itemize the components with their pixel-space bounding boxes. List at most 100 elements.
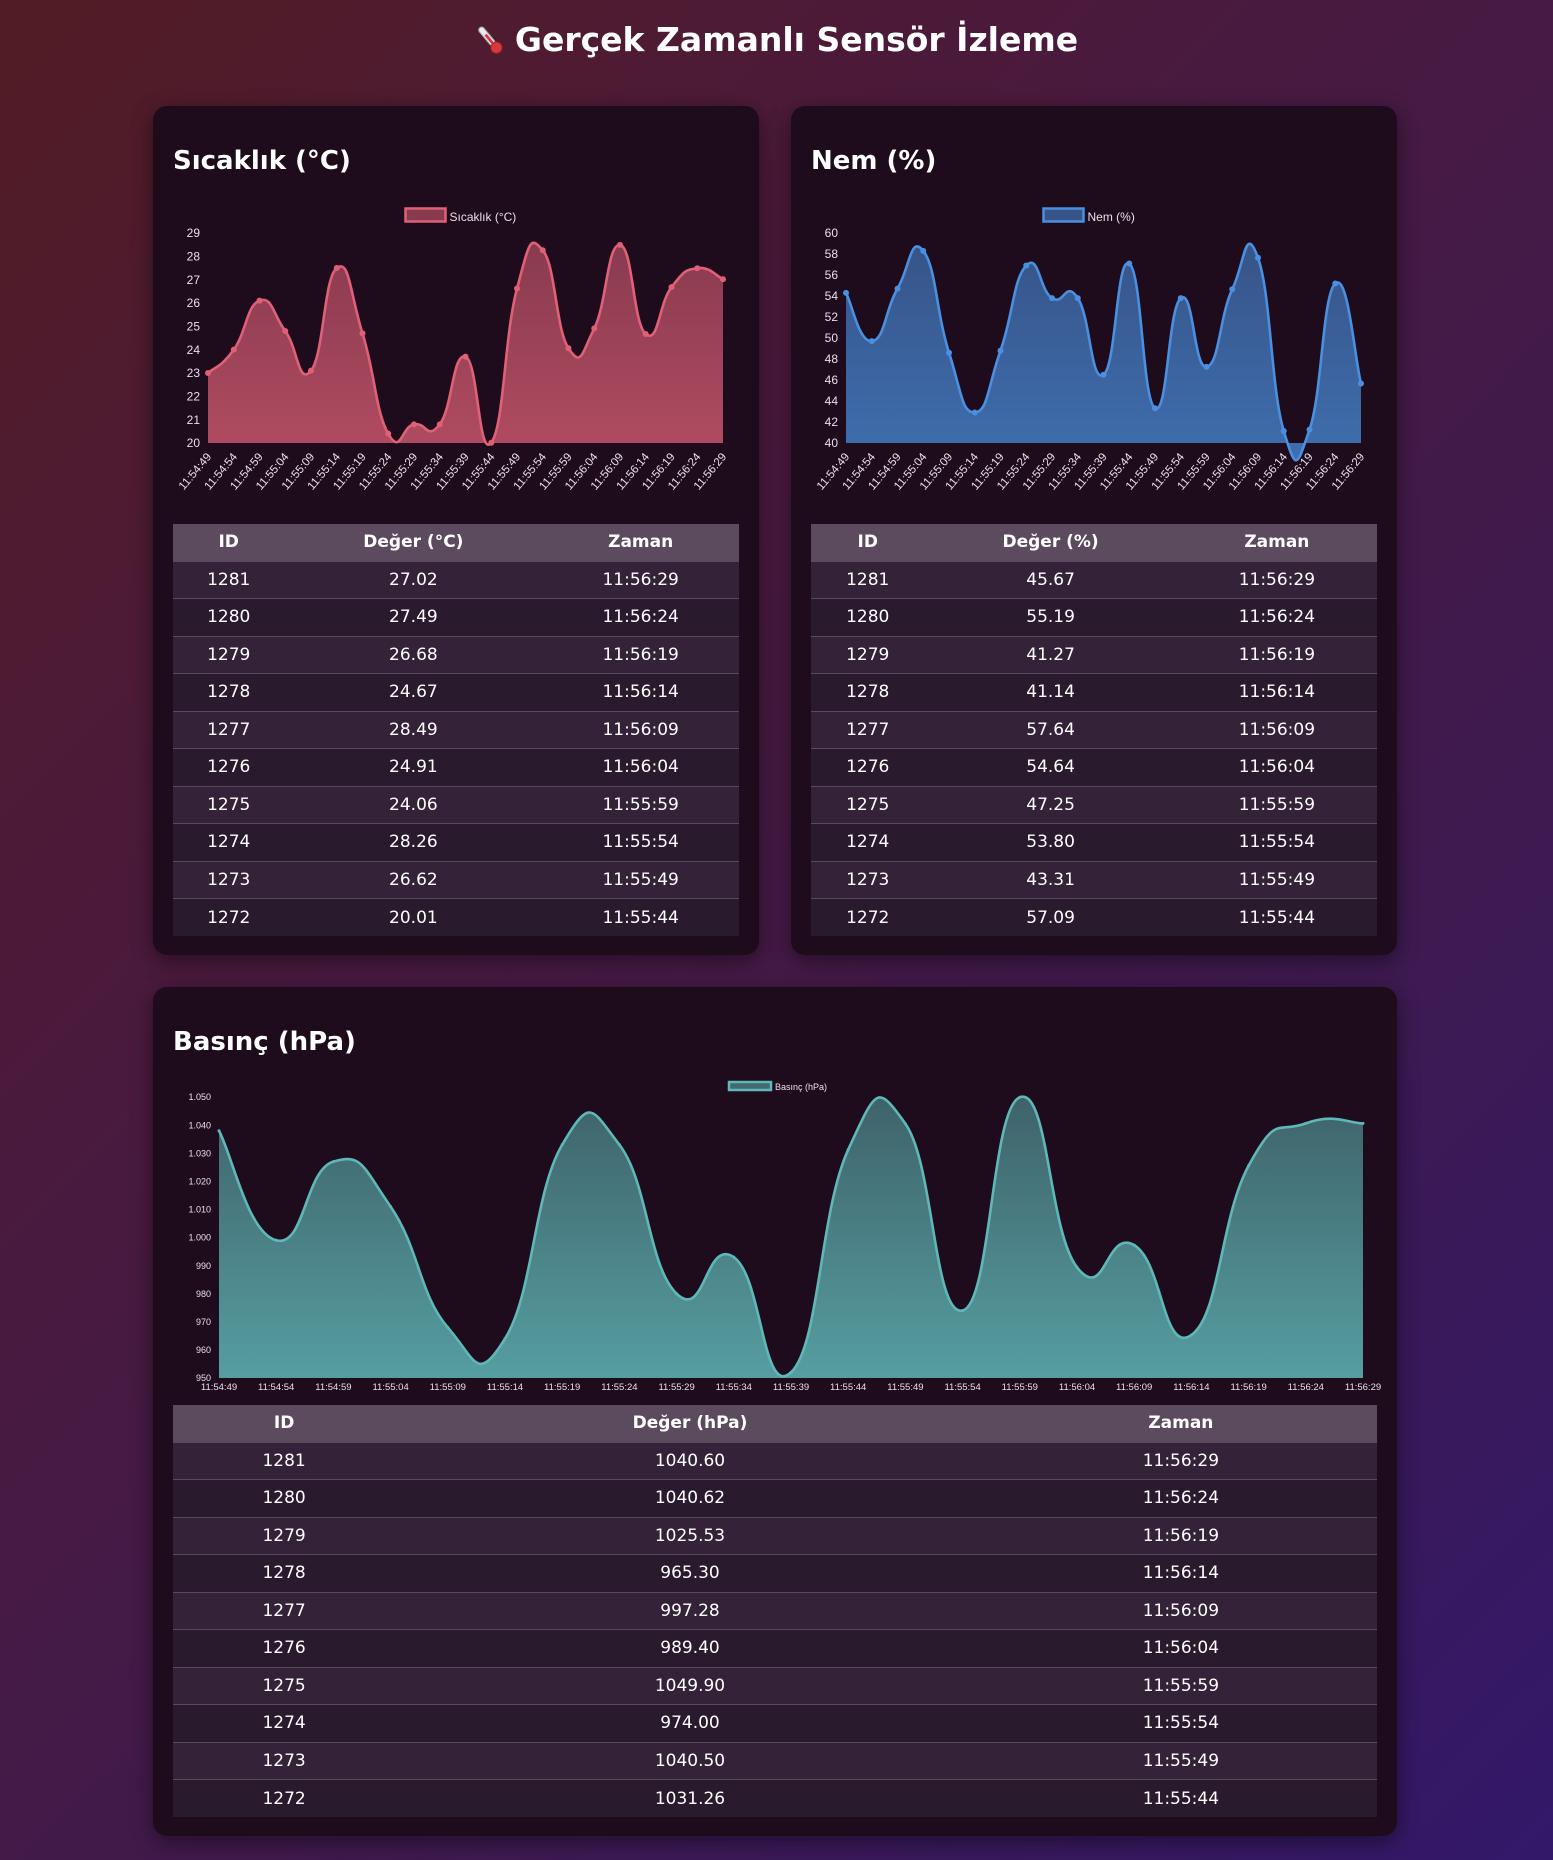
row-time: 11:56:04 (1176, 748, 1377, 786)
table-row: 1280 55.19 11:56:24 (811, 598, 1377, 636)
humidity-data-point[interactable] (1152, 405, 1158, 412)
humidity-data-point[interactable] (1100, 371, 1107, 378)
temperature-data-point[interactable] (308, 367, 314, 374)
humidity-data-point[interactable] (1306, 426, 1313, 433)
humidity-data-point[interactable] (1126, 260, 1133, 267)
row-value: 1025.53 (395, 1516, 985, 1555)
pressure-data-point[interactable] (274, 1238, 278, 1242)
humidity-data-point[interactable] (946, 349, 952, 356)
temperature-data-point[interactable] (565, 345, 572, 352)
table-row: 1277 997.28 11:56:09 (173, 1591, 1377, 1630)
temperature-panel: Sıcaklık (°C) Sıcaklık (°C) 20 21 22 23 24 25 2… (153, 106, 759, 955)
humidity-data-point[interactable] (1229, 286, 1236, 293)
pressure-data-point[interactable] (1247, 1164, 1251, 1168)
temperature-legend[interactable]: Sıcaklık (°C) (404, 207, 517, 225)
humidity-data-point[interactable] (1177, 295, 1184, 302)
temperature-data-point[interactable] (205, 370, 211, 376)
humidity-data-point[interactable] (1203, 363, 1210, 370)
pressure-data-point[interactable] (903, 1122, 907, 1126)
pressure-data-point[interactable] (617, 1143, 621, 1147)
pressure-data-point[interactable] (1075, 1265, 1079, 1269)
table-row: 1273 26.62 11:55:49 (173, 860, 739, 899)
table-row: 1273 43.31 11:55:49 (811, 860, 1377, 899)
temperature-data-point[interactable] (694, 265, 701, 272)
temperature-data-point[interactable] (411, 421, 417, 428)
row-value: 26.68 (284, 635, 543, 674)
x-tick-label: 11:56:19 (1230, 1382, 1266, 1393)
table-header-row: ID Değer (°C) Zaman (173, 524, 739, 561)
temperature-data-point[interactable] (642, 331, 649, 338)
row-time: 11:55:44 (1176, 898, 1377, 936)
humidity-data-point[interactable] (868, 338, 875, 345)
pressure-data-point[interactable] (389, 1205, 393, 1209)
humidity-legend[interactable]: Nem (%) (1042, 207, 1135, 225)
pressure-data-point[interactable] (675, 1292, 679, 1296)
temperature-data-point[interactable] (282, 328, 289, 334)
x-tick-label: 11:54:54 (258, 1382, 294, 1393)
temperature-data-point[interactable] (385, 430, 392, 437)
row-value: 997.28 (395, 1591, 985, 1630)
pressure-data-point[interactable] (331, 1160, 335, 1164)
row-value: 57.09 (924, 898, 1177, 936)
temperature-data-point[interactable] (256, 297, 263, 304)
y-tick-label: 950 (196, 1373, 211, 1383)
humidity-data-point[interactable] (1023, 262, 1030, 269)
humidity-data-point[interactable] (1358, 380, 1364, 387)
pressure-data-point[interactable] (217, 1129, 221, 1133)
y-tick-label: 46 (825, 373, 839, 387)
humidity-data-point[interactable] (894, 285, 901, 292)
table-row: 1275 1049.90 11:55:59 (173, 1666, 1377, 1705)
row-time: 11:56:09 (984, 1591, 1377, 1630)
humidity-data-point[interactable] (971, 409, 978, 416)
pressure-data-point[interactable] (846, 1148, 850, 1152)
temperature-data-point[interactable] (668, 284, 675, 291)
pressure-data-point[interactable] (789, 1370, 793, 1374)
temperature-data-point[interactable] (488, 439, 495, 446)
row-time: 11:56:24 (1176, 598, 1377, 636)
humidity-data-point[interactable] (1074, 295, 1081, 302)
temperature-data-point[interactable] (720, 276, 726, 283)
row-time: 11:55:44 (542, 898, 739, 936)
humidity-data-point[interactable] (1280, 428, 1287, 435)
humidity-data-point[interactable] (1255, 254, 1261, 261)
humidity-data-point[interactable] (843, 289, 849, 296)
temperature-data-point[interactable] (359, 330, 366, 337)
row-id: 1275 (811, 785, 925, 824)
pressure-data-point[interactable] (1304, 1121, 1308, 1125)
pressure-data-point[interactable] (961, 1309, 965, 1313)
row-id: 1279 (173, 1516, 396, 1555)
temperature-data-point[interactable] (591, 325, 598, 332)
pressure-data-point[interactable] (446, 1325, 450, 1329)
pressure-data-point[interactable] (560, 1143, 564, 1147)
humidity-data-point[interactable] (1332, 280, 1339, 287)
row-value: 1049.90 (395, 1666, 985, 1705)
temperature-data-point[interactable] (539, 247, 546, 254)
humidity-data-point[interactable] (997, 347, 1004, 354)
pressure-data-point[interactable] (1018, 1095, 1022, 1099)
table-row: 1281 1040.60 11:56:29 (173, 1441, 1377, 1480)
thermometer-icon (478, 26, 503, 54)
temperature-data-point[interactable] (436, 421, 443, 428)
humidity-data-point[interactable] (920, 247, 927, 254)
row-id: 1279 (811, 635, 925, 674)
temperature-data-point[interactable] (462, 353, 469, 360)
pressure-data-point[interactable] (732, 1255, 736, 1259)
pressure-legend[interactable]: Basınç (hPa) (727, 1080, 827, 1092)
temperature-data-point[interactable] (514, 285, 520, 292)
x-tick-label: 11:55:09 (430, 1382, 466, 1393)
row-id: 1273 (173, 860, 285, 899)
temperature-data-point[interactable] (230, 346, 237, 353)
y-tick-label: 60 (825, 226, 839, 240)
pressure-data-point[interactable] (1132, 1243, 1136, 1247)
temperature-data-point[interactable] (617, 241, 623, 248)
pressure-data-point[interactable] (1189, 1333, 1193, 1337)
table-row: 1272 1031.26 11:55:44 (173, 1779, 1377, 1817)
y-tick-label: 20 (187, 436, 201, 450)
y-tick-label: 24 (187, 343, 201, 357)
pressure-data-point[interactable] (503, 1337, 507, 1341)
temperature-data-point[interactable] (333, 265, 340, 271)
humidity-data-point[interactable] (1049, 295, 1055, 302)
pressure-data-point[interactable] (1361, 1121, 1365, 1125)
row-time: 11:56:24 (984, 1479, 1377, 1517)
row-id: 1272 (811, 898, 925, 936)
